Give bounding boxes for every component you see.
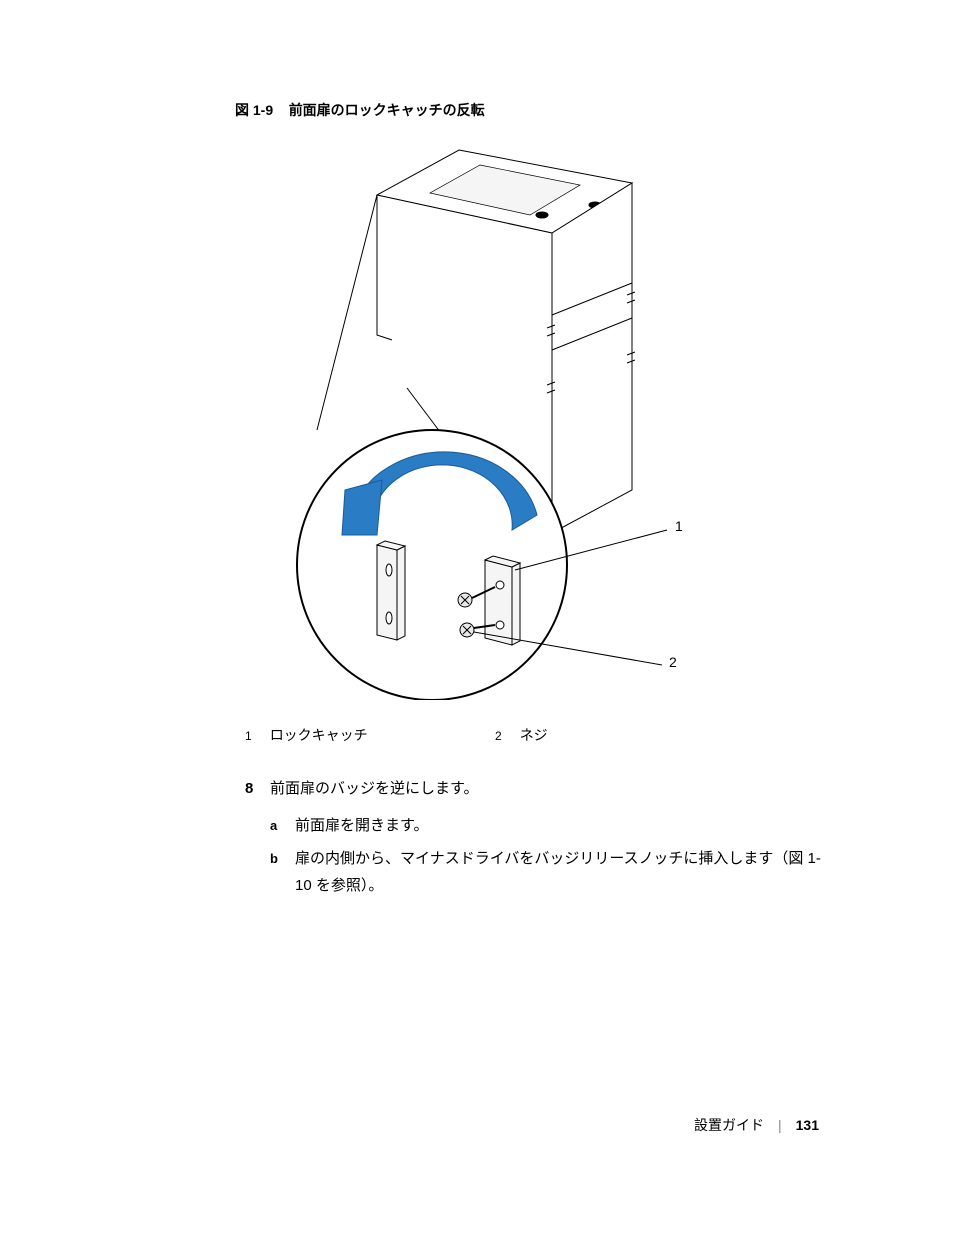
substep-item: b 扉の内側から、マイナスドライバをバッジリリースノッチに挿入します（図 1-1… [245,845,824,899]
substep-letter: b [270,845,295,899]
legend-number: 1 [245,729,252,743]
instruction-steps: 8 前面扉のバッジを逆にします。 a 前面扉を開きます。 b 扉の内側から、マイ… [130,775,824,899]
figure-caption: 図 1-9 前面扉のロックキャッチの反転 [130,100,824,120]
substep-letter: a [270,812,295,839]
substep-item: a 前面扉を開きます。 [245,812,824,839]
legend-item: 2 ネジ [495,725,548,745]
callout-2: 2 [669,654,677,670]
legend-label: ネジ [520,725,548,745]
technical-diagram: 1 2 [237,140,717,700]
footer-section-label: 設置ガイド [694,1115,764,1135]
figure-legend: 1 ロックキャッチ 2 ネジ [130,725,824,745]
callout-1: 1 [675,518,683,534]
step-item: 8 前面扉のバッジを逆にします。 [245,775,824,802]
page-footer: 設置ガイド | 131 [694,1115,819,1135]
substep-text: 前面扉を開きます。 [295,812,824,839]
legend-item: 1 ロックキャッチ [245,725,495,745]
figure-title: 前面扉のロックキャッチの反転 [289,102,485,118]
legend-label: ロックキャッチ [270,725,368,745]
step-number: 8 [245,775,270,802]
legend-number: 2 [495,729,502,743]
footer-separator: | [778,1117,782,1133]
step-text: 前面扉のバッジを逆にします。 [270,775,479,802]
figure-number: 図 1-9 [235,102,273,118]
substep-text: 扉の内側から、マイナスドライバをバッジリリースノッチに挿入します（図 1-10 … [295,845,824,899]
page-number: 131 [796,1117,819,1133]
